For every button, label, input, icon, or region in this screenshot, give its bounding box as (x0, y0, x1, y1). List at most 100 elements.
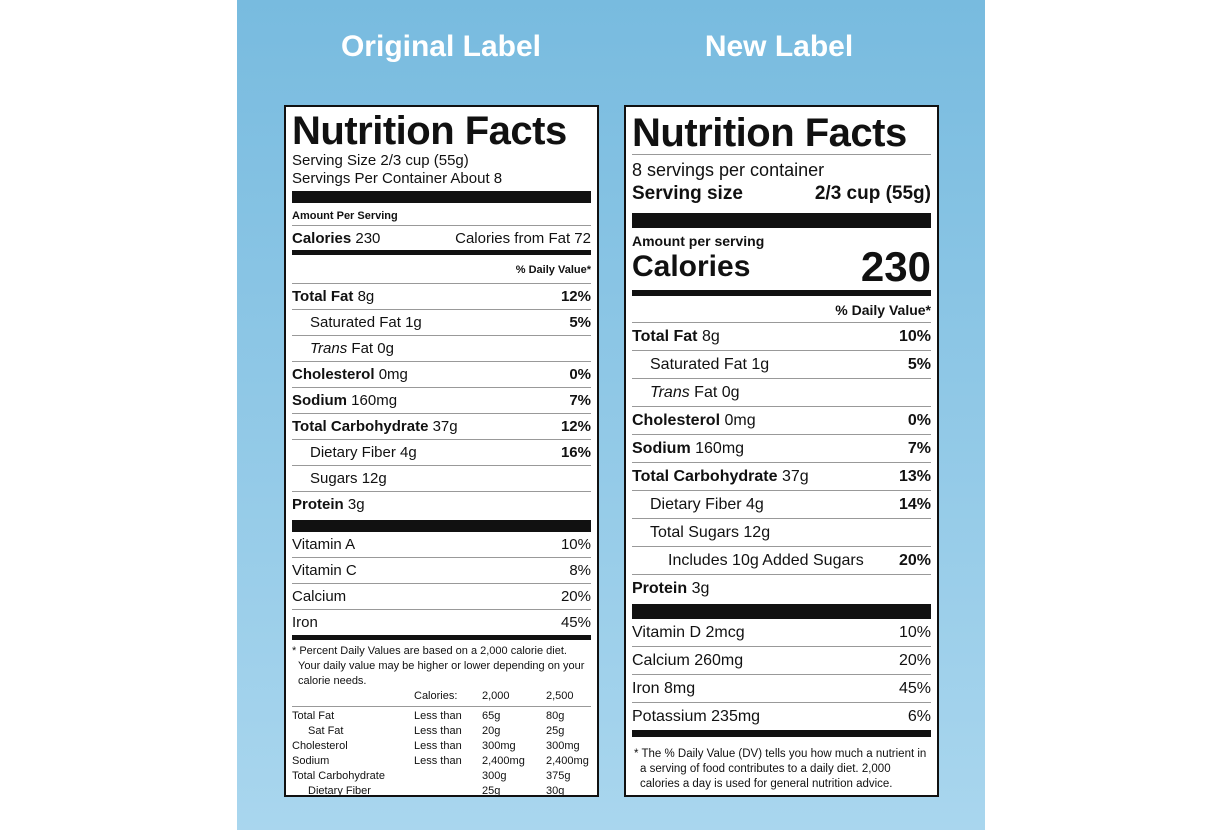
nutrient-label: Total Carbohydrate (292, 418, 429, 435)
nutrient-label: Saturated Fat (650, 355, 747, 373)
dv-table-value: 2,400mg (482, 755, 525, 767)
footnote: * Percent Daily Values are based on a 2,… (292, 645, 585, 687)
nutrient-row: Trans Fat 0g (632, 379, 931, 407)
dv-table-row: Total Carbohydrate 300g 375g (292, 769, 591, 784)
nutrient-name: Trans Fat 0g (650, 384, 740, 402)
nutrient-row: Sodium 160mg 7% (292, 388, 591, 414)
vitamin-row: Calcium 20% (292, 584, 591, 610)
dv-table-name: Dietary Fiber (308, 785, 371, 797)
vitamin-name: Iron (292, 614, 318, 631)
vitamin-dv: 10% (898, 623, 931, 641)
vitamin-name: Calcium (292, 588, 347, 605)
nutrient-amount: 8g (701, 327, 720, 345)
nutrient-name: Total Fat 8g (292, 288, 374, 305)
nutrient-row: Total Fat 8g 10% (632, 323, 931, 351)
nutrient-amount: 0mg (724, 411, 756, 429)
vitamin-dv: 20% (560, 588, 591, 605)
dv-table-qualifier: Less than (414, 725, 462, 737)
vitamin-dv: 45% (898, 679, 931, 697)
dv-table-header-col: 2,500 (546, 690, 574, 702)
dv-table-value: 80g (546, 710, 565, 722)
nutrient-name: Dietary Fiber 4g (310, 444, 417, 461)
nutrient-row: Cholesterol 0mg 0% (292, 362, 591, 388)
dv-header: % Daily Value* (632, 296, 931, 323)
nutrient-amount: 3g (347, 496, 365, 513)
nutrient-name: Saturated Fat 1g (650, 356, 769, 374)
serving-size-label: Serving size (632, 183, 743, 204)
dv-table-value: 65g (482, 710, 501, 722)
nutrient-name: Saturated Fat 1g (310, 314, 422, 331)
nutrient-label: Saturated Fat (310, 314, 401, 331)
daily-value: 14% (898, 495, 931, 513)
dv-table-header-label: Calories: (414, 690, 458, 702)
original-label: Nutrition Facts Serving Size 2/3 cup (55g… (284, 105, 599, 797)
vitamin-name: Vitamin C (292, 562, 357, 579)
nutrient-label: Protein (632, 579, 688, 597)
title-original: Original Label (340, 30, 542, 63)
dv-header: % Daily Value* (292, 255, 591, 284)
daily-value: 12% (560, 288, 591, 305)
dv-table-header-col: 2,000 (482, 690, 510, 702)
calories-value: 230 (355, 229, 381, 247)
nutrient-row: Total Fat 8g 12% (292, 284, 591, 310)
daily-value: 10% (898, 327, 931, 345)
dv-table-qualifier: Less than (414, 710, 462, 722)
daily-value: 16% (560, 444, 591, 461)
nutrient-amount: 160mg (695, 439, 745, 457)
nutrient-row: Dietary Fiber 4g 16% (292, 440, 591, 466)
serving-size-row: Serving size 2/3 cup (55g) (632, 182, 931, 206)
servings: 8 servings per container (632, 160, 825, 180)
thick-bar (632, 604, 931, 619)
calories-label: Calories (632, 250, 751, 283)
nutrient-label: Dietary Fiber (650, 495, 742, 513)
dv-table-qualifier: Less than (414, 740, 462, 752)
nutrient-name: Protein 3g (632, 580, 709, 598)
nutrient-amount: 8g (357, 288, 375, 305)
nutrient-name: Total Carbohydrate 37g (292, 418, 458, 435)
vitamin-row: Potassium 235mg 6% (632, 703, 931, 730)
vitamin-row: Iron 8mg 45% (632, 675, 931, 703)
calories-row: Calories 230 Calories from Fat 72 (292, 226, 591, 250)
nutrient-row: Total Carbohydrate 37g 12% (292, 414, 591, 440)
nutrient-amount: 37g (432, 418, 458, 435)
daily-value: 20% (898, 551, 931, 569)
vitamin-row: Vitamin C 8% (292, 558, 591, 584)
nutrient-amount: Fat 0g (694, 383, 740, 401)
nutrient-amount: 3g (691, 579, 710, 597)
amount-per-serving: Amount Per Serving (292, 203, 591, 226)
dv-table-name: Sodium (292, 755, 330, 767)
nutrient-row: Protein 3g (292, 492, 591, 517)
serving-size-value: 2/3 cup (55g) (814, 183, 931, 204)
serving-size: Serving Size 2/3 cup (55g) (292, 152, 469, 169)
amount-per-serving: Amount per serving (632, 233, 765, 249)
thick-bar (292, 191, 591, 203)
nutrient-name: Trans Fat 0g (310, 340, 394, 357)
dv-table-value: 25g (482, 785, 501, 797)
nutrient-name: Includes 10g Added Sugars (668, 552, 864, 570)
nutrient-row: Total Carbohydrate 37g 13% (632, 463, 931, 491)
dv-table-value: 300g (482, 770, 507, 782)
dv-table-value: 300mg (546, 740, 580, 752)
vitamin-dv: 8% (569, 562, 591, 579)
vitamin-name: Iron 8mg (632, 679, 696, 697)
dv-table-value: 300mg (482, 740, 516, 752)
dv-table-header: Calories: 2,000 2,500 (292, 689, 591, 704)
nutrient-amount: 160mg (351, 392, 398, 409)
nutrient-name: Cholesterol 0mg (632, 412, 756, 430)
nutrient-label: Dietary Fiber (310, 444, 396, 461)
nutrient-amount: 12g (743, 523, 771, 541)
nutrient-name: Sodium 160mg (632, 440, 744, 458)
dv-table-row: Dietary Fiber 25g 30g (292, 784, 591, 797)
nutrient-label: Includes 10g Added Sugars (668, 551, 864, 569)
nutrient-label: Sodium (292, 392, 347, 409)
vitamin-dv: 20% (898, 651, 931, 669)
thick-bar (632, 213, 931, 228)
dv-table-qualifier: Less than (414, 755, 462, 767)
nutrient-italic: Trans (650, 383, 690, 401)
nutrient-label: Sodium (632, 439, 691, 457)
dv-table-value: 25g (546, 725, 565, 737)
dv-table-name: Sat Fat (308, 725, 344, 737)
nutrient-name: Sugars 12g (310, 470, 387, 487)
vitamin-name: Potassium 235mg (632, 707, 761, 725)
nutrient-amount: 37g (781, 467, 809, 485)
